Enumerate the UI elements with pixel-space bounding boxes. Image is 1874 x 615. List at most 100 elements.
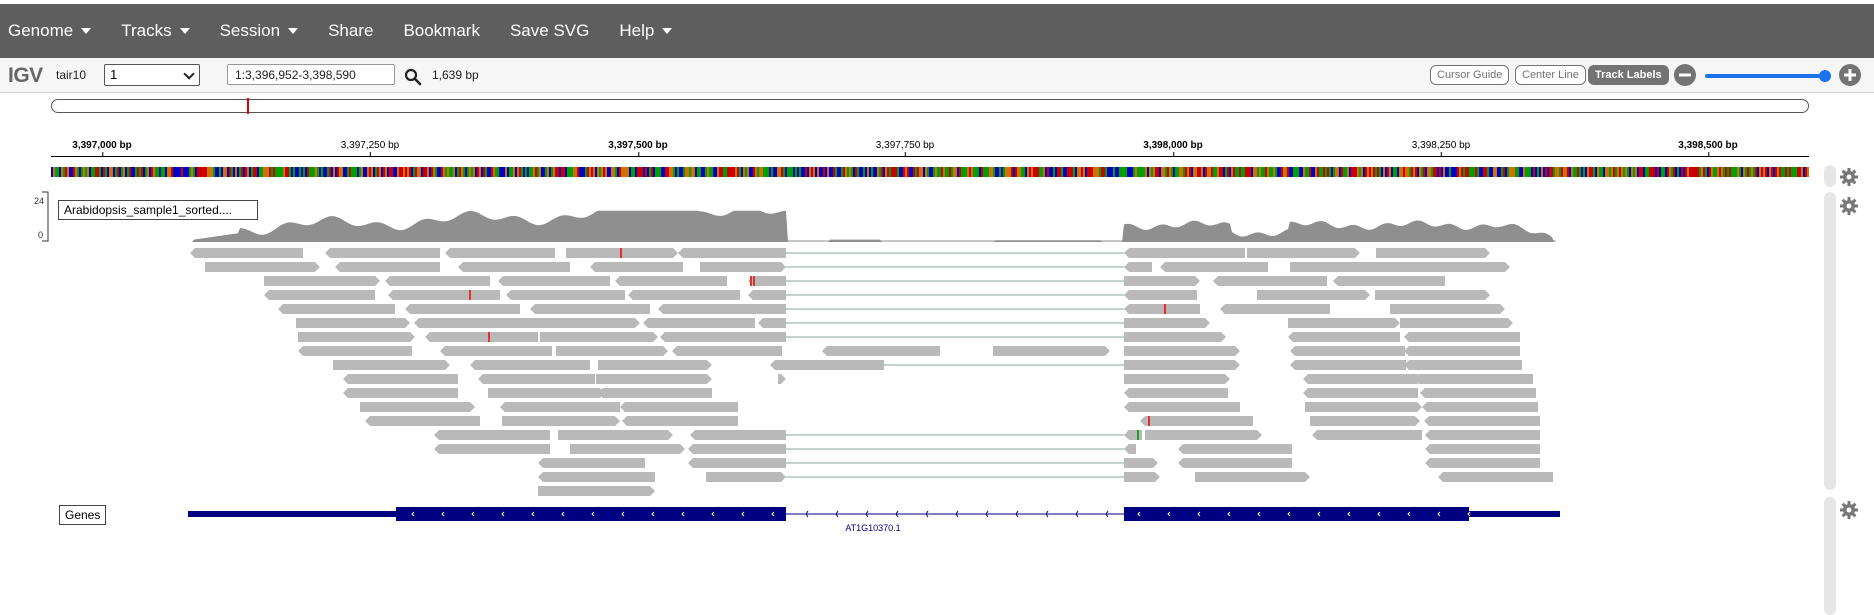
aligned-read[interactable] — [1124, 374, 1230, 384]
aligned-read[interactable] — [1145, 430, 1262, 440]
aligned-read[interactable] — [590, 262, 683, 272]
aligned-read[interactable] — [298, 332, 415, 342]
aligned-read[interactable] — [748, 290, 786, 300]
aligned-read[interactable] — [1290, 360, 1406, 370]
menu-save-svg[interactable]: Save SVG — [510, 21, 589, 41]
menu-bookmark[interactable]: Bookmark — [403, 21, 480, 41]
aligned-read[interactable] — [343, 388, 458, 398]
aligned-read[interactable] — [335, 262, 440, 272]
aligned-read[interactable] — [1288, 318, 1400, 328]
aligned-read[interactable] — [748, 276, 786, 286]
aligned-read[interactable] — [772, 332, 786, 342]
coverage-histogram[interactable] — [190, 210, 1556, 242]
gene-utr[interactable] — [188, 511, 396, 517]
aligned-read[interactable] — [278, 304, 395, 314]
aligned-read[interactable] — [1140, 416, 1253, 426]
aligned-read[interactable] — [1390, 304, 1505, 314]
aligned-read[interactable] — [1375, 290, 1490, 300]
aligned-read[interactable] — [434, 444, 550, 454]
aligned-read[interactable] — [778, 374, 786, 384]
aligned-read[interactable] — [1124, 472, 1160, 482]
aligned-read[interactable] — [558, 430, 673, 440]
center-line-button[interactable]: Center Line — [1515, 65, 1586, 85]
aligned-read[interactable] — [562, 458, 645, 468]
aligned-read[interactable] — [1124, 248, 1245, 258]
aligned-read[interactable] — [1425, 430, 1540, 440]
zoom-slider[interactable] — [1705, 70, 1831, 82]
aligned-read[interactable] — [1195, 472, 1310, 482]
aligned-read[interactable] — [434, 430, 550, 440]
aligned-read[interactable] — [1124, 388, 1228, 398]
aligned-read[interactable] — [1160, 262, 1268, 272]
cursor-guide-button[interactable]: Cursor Guide — [1430, 65, 1510, 85]
gene-utr[interactable] — [1469, 511, 1560, 517]
aligned-read[interactable] — [500, 402, 620, 412]
aligned-read[interactable] — [1288, 332, 1400, 342]
aligned-read[interactable] — [388, 290, 500, 300]
menu-genome[interactable]: Genome — [8, 21, 92, 41]
alignment-track-label[interactable]: Arabidopsis_sample1_sorted.... — [58, 200, 258, 220]
aligned-read[interactable] — [498, 276, 610, 286]
genes-settings-gear-icon[interactable] — [1839, 500, 1859, 520]
aligned-read[interactable] — [1290, 346, 1405, 356]
menu-tracks[interactable]: Tracks — [121, 21, 190, 41]
aligned-read[interactable] — [688, 458, 786, 468]
aligned-read[interactable] — [502, 416, 620, 426]
aligned-read[interactable] — [1376, 248, 1490, 258]
genes-track-label[interactable]: Genes — [59, 505, 107, 525]
aligned-read[interactable] — [1422, 402, 1538, 412]
aligned-read[interactable] — [615, 276, 727, 286]
aligned-read[interactable] — [1404, 332, 1520, 342]
zoom-slider-thumb[interactable] — [1819, 70, 1831, 82]
aligned-read[interactable] — [296, 318, 410, 328]
aligned-read[interactable] — [758, 304, 786, 314]
aligned-read[interactable] — [440, 346, 552, 356]
aligned-read[interactable] — [1303, 388, 1418, 398]
aligned-read[interactable] — [700, 262, 786, 272]
gene-exon[interactable] — [396, 507, 786, 521]
zoom-out-icon[interactable] — [1673, 63, 1697, 87]
aligned-read[interactable] — [1124, 332, 1226, 342]
aligned-read[interactable] — [298, 346, 412, 356]
aligned-read[interactable] — [1290, 262, 1510, 272]
aligned-read[interactable] — [325, 248, 440, 258]
aligned-read[interactable] — [598, 388, 712, 398]
aligned-read[interactable] — [1310, 416, 1420, 426]
aligned-read[interactable] — [556, 346, 668, 356]
aligned-read[interactable] — [1414, 374, 1533, 384]
aligned-read[interactable] — [643, 318, 755, 328]
gene-exon[interactable] — [1124, 507, 1469, 521]
aligned-read[interactable] — [1303, 374, 1418, 384]
aligned-read[interactable] — [506, 290, 625, 300]
aligned-read[interactable] — [1124, 458, 1158, 468]
aligned-read[interactable] — [425, 332, 538, 342]
aligned-read[interactable] — [678, 248, 786, 258]
aligned-read[interactable] — [1247, 248, 1360, 258]
aligned-read[interactable] — [1178, 444, 1292, 454]
aligned-read[interactable] — [525, 318, 640, 328]
aligned-read[interactable] — [822, 346, 940, 356]
aligned-read[interactable] — [622, 416, 738, 426]
alignment-scrollbar[interactable] — [1824, 192, 1836, 490]
aligned-read[interactable] — [658, 304, 772, 314]
aligned-read[interactable] — [1124, 360, 1240, 370]
aligned-read[interactable] — [1333, 276, 1445, 286]
locus-input[interactable]: 1:3,396,952-3,398,590 — [227, 64, 395, 85]
aligned-read[interactable] — [333, 360, 450, 370]
aligned-read[interactable] — [1220, 304, 1330, 314]
aligned-read[interactable] — [414, 318, 525, 328]
aligned-read[interactable] — [596, 374, 712, 384]
aligned-read[interactable] — [478, 374, 595, 384]
aligned-read[interactable] — [1124, 346, 1240, 356]
aligned-read[interactable] — [385, 276, 490, 286]
aligned-read[interactable] — [1124, 318, 1210, 328]
aligned-read[interactable] — [343, 374, 458, 384]
aligned-read[interactable] — [1124, 402, 1240, 412]
aligned-read[interactable] — [365, 416, 480, 426]
aligned-read[interactable] — [205, 262, 320, 272]
aligned-read[interactable] — [470, 360, 590, 370]
aligned-read[interactable] — [1404, 346, 1520, 356]
aligned-read[interactable] — [1424, 416, 1540, 426]
aligned-read[interactable] — [1124, 444, 1136, 454]
aligned-read[interactable] — [1124, 276, 1200, 286]
